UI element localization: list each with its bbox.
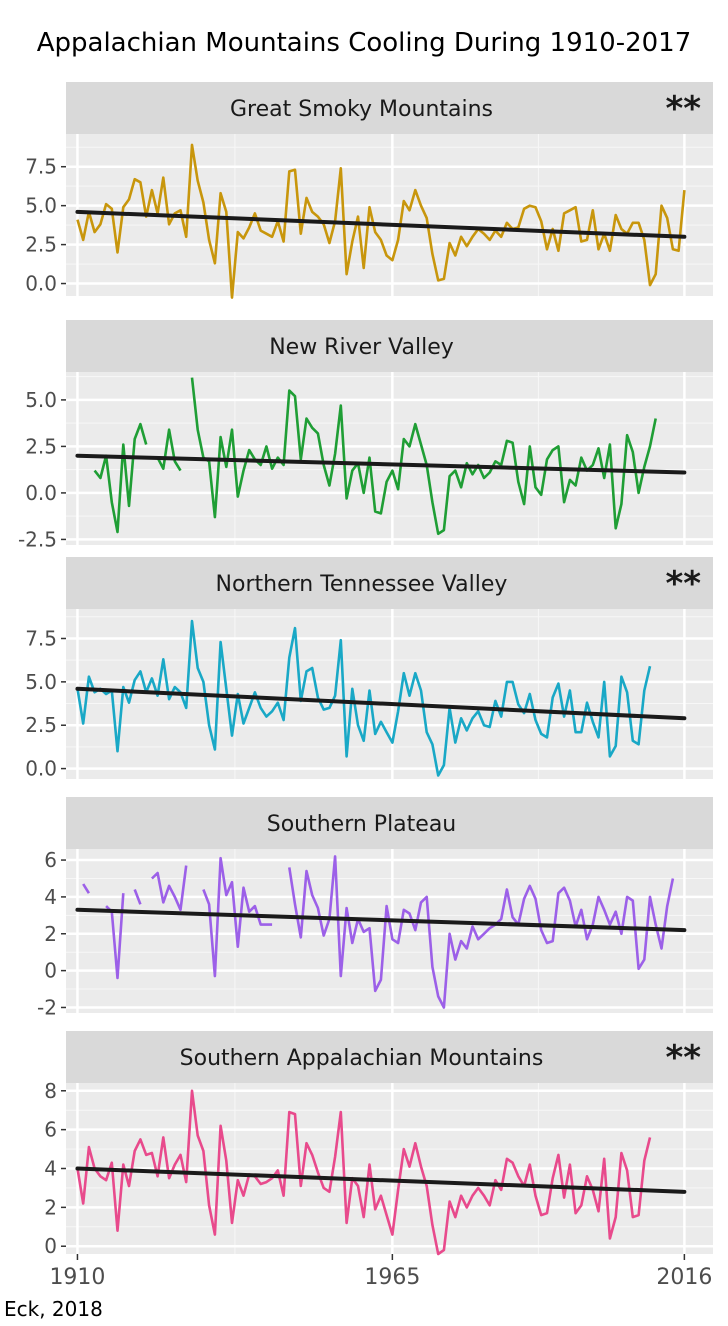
facet-panel: New River Valley -2.5 0.0 2.5 5.0 (18, 320, 713, 551)
plot-background (66, 849, 713, 1013)
y-tick-label: 5.0 (25, 670, 57, 694)
y-tick-label: 5.0 (25, 388, 57, 412)
facet-strip (66, 797, 713, 849)
significance-marker: ** (665, 1038, 701, 1078)
facet-panel: Southern Appalachian Mountains ** 0 2 4 6 8 (44, 1031, 713, 1258)
x-tick-label: 2016 (656, 1265, 712, 1290)
facet-strip (66, 557, 713, 609)
y-tick-label: 0 (44, 1234, 57, 1258)
y-tick-label: 2.5 (25, 434, 57, 458)
y-tick-label: -2 (37, 995, 57, 1019)
series-line (76, 619, 652, 777)
series-line (82, 855, 675, 1009)
y-tick-label: 5.0 (25, 194, 57, 218)
facet-panel: Northern Tennessee Valley ** 0.0 2.5 5.0 7.5 (25, 557, 713, 781)
facet-title: Great Smoky Mountains (230, 97, 493, 122)
trend-line (75, 209, 687, 239)
trend-line (75, 1166, 687, 1194)
y-tick-label: 0 (44, 959, 57, 983)
y-tick-label: 4 (44, 1157, 57, 1181)
trend-line (75, 686, 687, 721)
y-tick-label: 2.5 (25, 713, 57, 737)
y-tick-label: 7.5 (25, 155, 57, 179)
y-tick-label: -2.5 (18, 527, 57, 551)
facet-title: Southern Appalachian Mountains (180, 1046, 544, 1071)
y-tick-label: 2.5 (25, 233, 57, 257)
y-tick-label: 8 (44, 1079, 57, 1103)
facet-strip (66, 320, 713, 372)
y-tick-label: 7.5 (25, 626, 57, 650)
y-tick-label: 0.0 (25, 481, 57, 505)
facet-strip (66, 1031, 713, 1083)
y-tick-label: 2 (44, 1195, 57, 1219)
source-credit: Eck, 2018 (4, 1297, 103, 1321)
y-tick-label: 6 (44, 848, 57, 872)
x-tick-label: 1910 (49, 1265, 105, 1290)
main-title: Appalachian Mountains Cooling During 191… (36, 28, 692, 58)
series-line (76, 143, 686, 299)
y-tick-label: 4 (44, 885, 57, 909)
trend-line (75, 907, 687, 933)
significance-marker: ** (665, 89, 701, 129)
facet-panel: Southern Plateau -2 0 2 4 6 (37, 797, 713, 1019)
facet-title: Northern Tennessee Valley (216, 572, 508, 597)
x-tick-label: 1965 (364, 1265, 420, 1290)
y-tick-label: 2 (44, 922, 57, 946)
series-line (76, 1089, 652, 1256)
y-tick-label: 0.0 (25, 272, 57, 296)
trend-line (75, 453, 687, 475)
facet-title: New River Valley (269, 335, 454, 360)
facet-strip (66, 82, 713, 134)
series-line (93, 377, 657, 536)
y-tick-label: 6 (44, 1118, 57, 1142)
facet-panel: Great Smoky Mountains ** 0.0 2.5 5.0 7.5 (25, 82, 713, 299)
facet-title: Southern Plateau (267, 812, 457, 837)
y-tick-label: 0.0 (25, 757, 57, 781)
significance-marker: ** (665, 564, 701, 604)
